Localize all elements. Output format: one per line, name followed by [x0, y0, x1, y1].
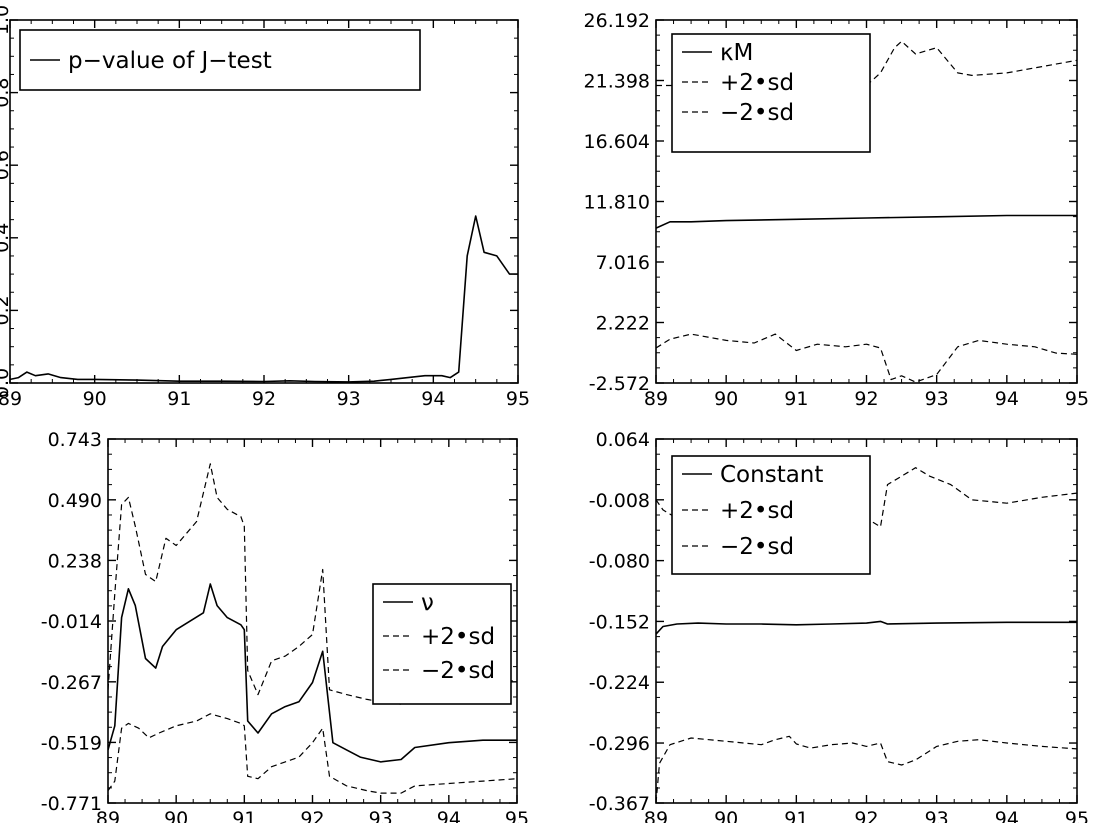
y-tick-label: -2.572 — [589, 373, 650, 395]
y-tick-label: 0.064 — [596, 429, 650, 451]
x-tick-label: 89 — [0, 388, 22, 410]
x-tick-label: 95 — [1065, 808, 1089, 823]
y-tick-label: -0.367 — [589, 793, 650, 815]
series-line-1 — [108, 583, 517, 763]
legend-box — [19, 29, 421, 91]
y-tick-label: -0.267 — [41, 672, 102, 694]
series-line-1 — [10, 215, 518, 383]
y-tick-label: 0.6 — [0, 150, 13, 180]
y-tick-label: 26.192 — [584, 10, 650, 32]
y-tick-label: -0.296 — [589, 733, 650, 755]
legend-label: κM — [720, 40, 753, 66]
x-tick-label: 92 — [252, 388, 276, 410]
series-line-1 — [656, 214, 1077, 229]
legend-label: p−value of J−test — [68, 48, 272, 74]
x-tick-label: 95 — [1065, 388, 1089, 410]
y-tick-label: -0.008 — [589, 490, 650, 512]
y-tick-label: 0.2 — [0, 295, 13, 325]
x-tick-label: 94 — [437, 808, 461, 823]
legend-box — [671, 33, 871, 153]
y-tick-label: -0.080 — [589, 551, 650, 573]
series-line-3 — [656, 333, 1077, 383]
y-tick-label: -0.771 — [41, 793, 102, 815]
x-tick-label: 91 — [167, 388, 191, 410]
y-tick-label: 0.743 — [48, 429, 102, 451]
x-tick-label: 93 — [925, 388, 949, 410]
x-tick-label: 95 — [506, 388, 530, 410]
y-tick-label: 0.8 — [0, 77, 13, 107]
x-tick-label: 89 — [644, 808, 668, 823]
chart-panel-3: 89 90 91 92 93 94 95 -0.771 -0.519 -0.267 -0.014 0.… — [41, 429, 529, 823]
chart-panel-2: 89 90 91 92 93 94 95 -2.572 2.222 7.016 11.810 16.6… — [584, 10, 1090, 410]
x-tick-label: 92 — [300, 808, 324, 823]
y-tick-label: 0.4 — [0, 223, 13, 253]
y-tick-label: -0.152 — [589, 611, 650, 633]
legend-label: +2•sd — [720, 498, 794, 524]
y-tick-label: 2.222 — [596, 313, 650, 335]
x-tick-label: 94 — [995, 808, 1019, 823]
x-tick-label: 94 — [421, 388, 445, 410]
x-tick-label: 90 — [714, 808, 738, 823]
legend-label: ν — [421, 590, 434, 616]
chart-panel-1: 89 90 91 92 93 94 95 0.0 0.2 0.4 0.6 0.8 1.0 p−value … — [0, 5, 530, 410]
legend-label: −2•sd — [720, 534, 794, 560]
y-tick-label: 0.490 — [48, 490, 102, 512]
y-tick-label: 11.810 — [584, 192, 650, 214]
legend-label: +2•sd — [720, 70, 794, 96]
x-tick-label: 93 — [925, 808, 949, 823]
x-tick-label: 90 — [83, 388, 107, 410]
legend-box — [671, 455, 871, 575]
legend-label: +2•sd — [421, 624, 495, 650]
legend-label: −2•sd — [720, 100, 794, 126]
x-tick-label: 91 — [784, 388, 808, 410]
x-tick-label: 93 — [337, 388, 361, 410]
legend-label: −2•sd — [421, 658, 495, 684]
legend: Constant +2•sd −2•sd — [671, 455, 871, 575]
series-line-3 — [656, 735, 1077, 803]
x-tick-label: 94 — [995, 388, 1019, 410]
y-tick-label: 0.0 — [0, 368, 13, 398]
legend: κM +2•sd −2•sd — [671, 33, 871, 153]
y-tick-label: 1.0 — [0, 5, 13, 35]
x-tick-label: 89 — [644, 388, 668, 410]
x-tick-label: 93 — [369, 808, 393, 823]
y-tick-label: 21.398 — [584, 71, 650, 93]
series-line-1 — [656, 620, 1077, 635]
x-tick-label: 91 — [784, 808, 808, 823]
x-tick-label: 92 — [854, 388, 878, 410]
y-tick-label: 16.604 — [584, 131, 650, 153]
x-tick-label: 95 — [505, 808, 529, 823]
series-line-3 — [108, 713, 517, 794]
x-tick-label: 91 — [232, 808, 256, 823]
legend: ν +2•sd −2•sd — [372, 583, 512, 705]
x-tick-label: 90 — [164, 808, 188, 823]
y-tick-label: 7.016 — [596, 252, 650, 274]
legend: p−value of J−test — [19, 29, 421, 91]
legend-box — [372, 583, 512, 705]
y-tick-label: 0.238 — [48, 550, 102, 572]
y-tick-label: -0.224 — [589, 672, 650, 694]
legend-label: Constant — [720, 462, 823, 488]
chart-panel-4: 89 90 91 92 93 94 95 -0.367 -0.296 -0.224 -0.152 -0… — [589, 429, 1089, 823]
x-tick-label: 90 — [714, 388, 738, 410]
x-tick-label: 92 — [854, 808, 878, 823]
y-tick-label: -0.519 — [41, 732, 102, 754]
series-line-2 — [656, 40, 1077, 87]
x-tick-label: 89 — [96, 808, 120, 823]
y-tick-label: -0.014 — [41, 611, 102, 633]
